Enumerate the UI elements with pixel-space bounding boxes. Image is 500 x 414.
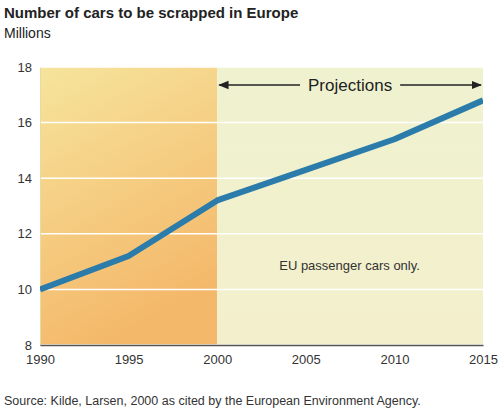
grid-line [40, 66, 483, 68]
x-tick: 2015 [469, 345, 498, 367]
subtitle: Millions [4, 25, 51, 41]
grid-line [40, 233, 483, 235]
x-axis: 1990 1995 2000 2005 2010 2015 [26, 345, 498, 367]
source: Source: Kilde, Larsen, 2000 as cited by … [4, 394, 421, 408]
x-tick: 2000 [203, 345, 232, 367]
y-axis-line [40, 68, 41, 346]
plot-area: 8 10 12 14 16 18 1990 1995 2000 2005 2010 2015 Proje… [18, 60, 498, 368]
data-line [40, 100, 483, 289]
x-tick-label: 2015 [469, 352, 498, 367]
grid-line [40, 289, 483, 291]
y-tick: 8 [25, 338, 40, 353]
x-tick-label: 1995 [115, 352, 144, 367]
x-tick: 2005 [292, 345, 321, 367]
x-tick-label: 2010 [380, 352, 409, 367]
x-axis-line [41, 345, 484, 347]
grid-line [40, 177, 483, 179]
y-tick: 16 [18, 115, 40, 130]
chart: 8 10 12 14 16 18 1990 1995 2000 2005 2010 2015 Proje… [0, 0, 500, 414]
y-tick: 14 [18, 171, 40, 186]
x-tick: 2010 [380, 345, 409, 367]
y-tick: 10 [18, 282, 40, 297]
grid-line [40, 344, 483, 346]
history-background [40, 67, 217, 345]
grid [40, 67, 483, 345]
series [40, 100, 483, 289]
y-tick-label: 12 [18, 226, 32, 241]
grid-line [40, 122, 483, 124]
x-tick-label: 2005 [292, 352, 321, 367]
projections-label: Projections [308, 76, 392, 95]
projections-arrow-left [219, 84, 300, 85]
x-tick: 1995 [115, 345, 144, 367]
y-tick-label: 18 [18, 60, 32, 75]
y-tick-label: 14 [18, 171, 32, 186]
projections-arrow-right [400, 84, 481, 85]
y-tick-label: 16 [18, 115, 32, 130]
y-tick-label: 10 [18, 282, 32, 297]
note: EU passenger cars only. [279, 258, 420, 273]
y-tick: 18 [18, 60, 40, 75]
x-tick: 1990 [26, 345, 55, 367]
y-tick-label: 8 [25, 338, 32, 353]
y-axis: 8 10 12 14 16 18 [18, 60, 41, 353]
projection-background [217, 67, 483, 345]
title: Number of cars to be scrapped in Europe [4, 4, 298, 21]
x-tick-label: 2000 [203, 352, 232, 367]
y-tick: 12 [18, 226, 40, 241]
x-tick-label: 1990 [26, 352, 55, 367]
